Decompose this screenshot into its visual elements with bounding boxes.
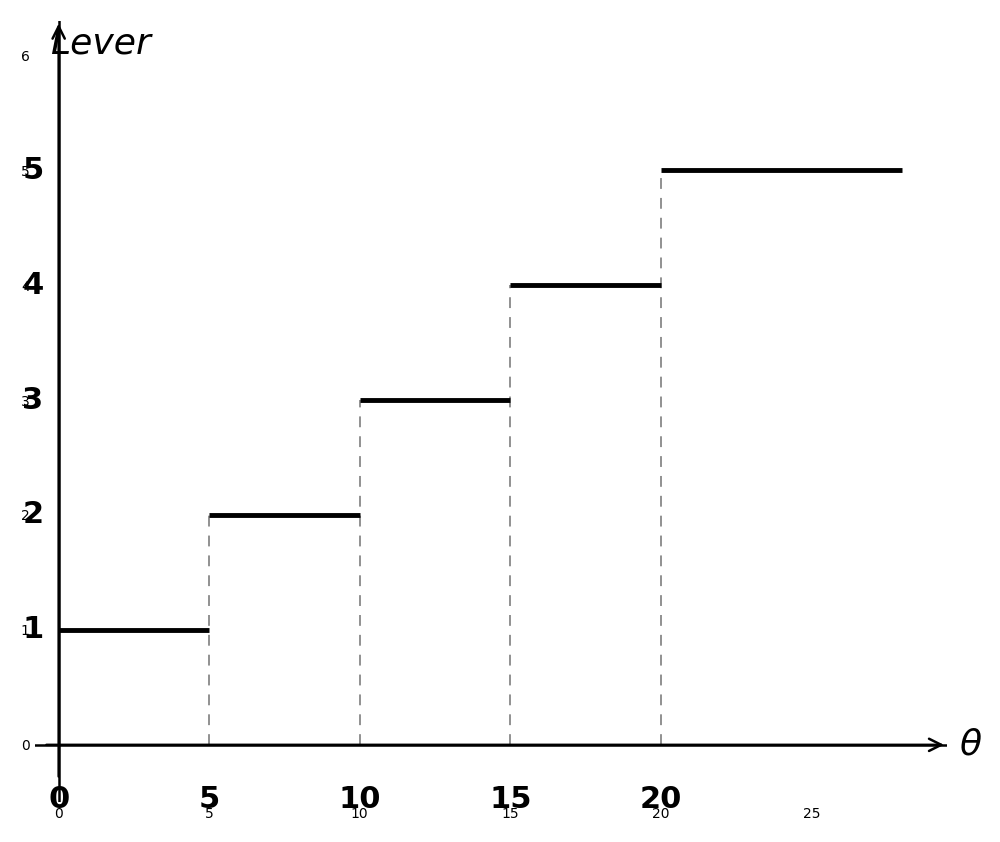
Text: 0: 0 bbox=[48, 785, 69, 814]
Text: 5: 5 bbox=[199, 785, 220, 814]
Text: 2: 2 bbox=[22, 500, 44, 530]
Text: 3: 3 bbox=[22, 386, 44, 414]
Text: 20: 20 bbox=[640, 785, 682, 814]
Text: 10: 10 bbox=[338, 785, 381, 814]
Text: 5: 5 bbox=[22, 156, 44, 184]
Text: Lever: Lever bbox=[50, 27, 150, 61]
Text: 1: 1 bbox=[22, 616, 44, 644]
Text: 4: 4 bbox=[22, 270, 44, 300]
Text: θ: θ bbox=[959, 727, 981, 762]
Text: 15: 15 bbox=[489, 785, 532, 814]
